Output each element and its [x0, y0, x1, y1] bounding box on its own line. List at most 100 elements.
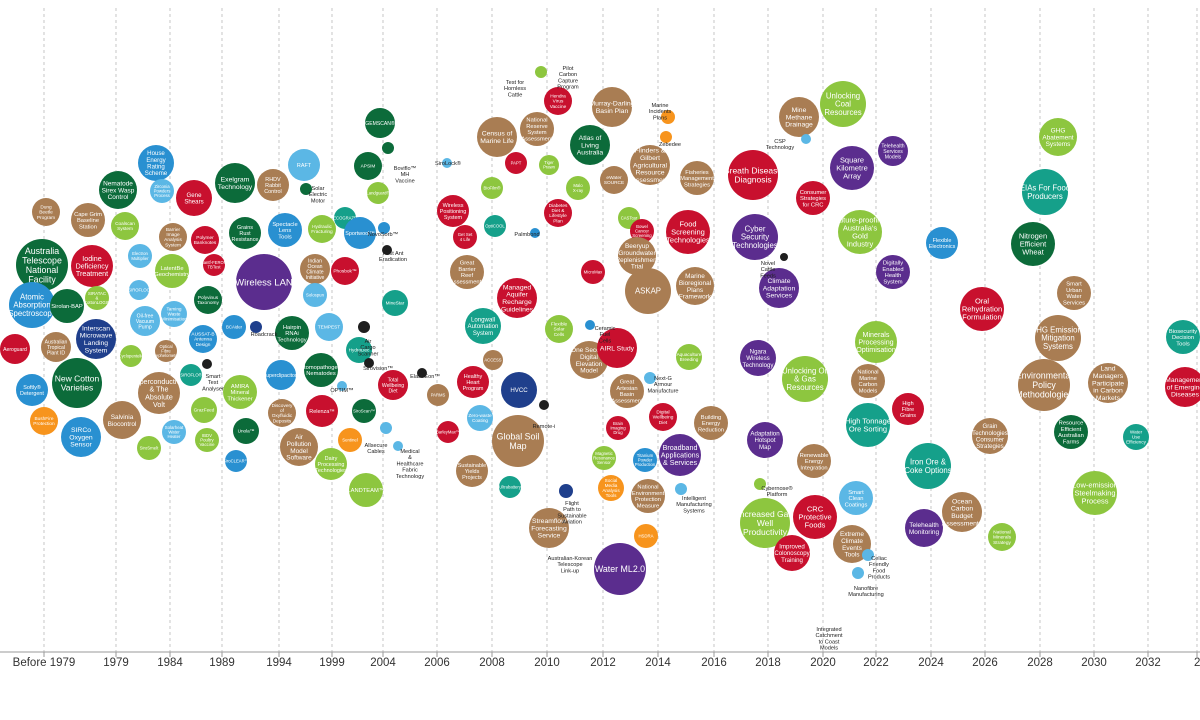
- bubble-label: CASTcar: [621, 215, 638, 220]
- bubble-circle: [851, 364, 885, 398]
- bubble-label: OptiCOOL: [485, 223, 505, 228]
- innovation-bubble: IBDV Poultry Vaccine: [195, 428, 219, 452]
- bubble-circle: [450, 255, 484, 289]
- innovation-bubble: High Fibre Grains: [892, 393, 924, 425]
- callout-item: Australian-Korean Telescope Link-up: [548, 556, 593, 574]
- bubble-label: Healthy Heart Program: [463, 374, 484, 392]
- bubble-label: Flexible Electronics: [929, 238, 956, 250]
- bubble-circle: [288, 149, 320, 181]
- bubble-label: National Reserve System Assessment: [521, 118, 553, 143]
- bubble-circle: [280, 428, 318, 466]
- innovation-bubble: Cyclopentelic: [119, 345, 143, 367]
- callout-label: Novel Cattle Feeds: [760, 261, 776, 279]
- bubble-label: National Minerals Strategy: [993, 530, 1012, 546]
- bubble-circle: [600, 166, 628, 194]
- bubble-label: Beeryup Groundwater Replenishment Trial: [615, 243, 658, 271]
- bubble-label: Superconductivity & The Absolute Volt: [131, 378, 188, 409]
- bubble-label: Longwall Automation System: [468, 317, 499, 337]
- bubble-circle: [782, 356, 828, 402]
- bubble-label: Sirolan-BAP: [51, 304, 83, 310]
- bubble-label: Air Pollution Model Software: [286, 434, 312, 462]
- bubble-circle: [633, 448, 657, 472]
- bubble-circle: [50, 289, 84, 323]
- callout-label: Test for Hornless Cattle: [504, 80, 526, 98]
- bubble-circle: [544, 87, 572, 115]
- innovation-bubble: SiroScan™: [352, 399, 376, 423]
- tick-label: 2006: [424, 657, 450, 669]
- bubble-circle: [85, 286, 109, 310]
- innovation-bubble: Flexible Electronics: [926, 227, 958, 259]
- innovation-bubble: RAFT: [288, 149, 320, 181]
- bubble-label: Polymer Banknotes: [194, 235, 217, 246]
- innovation-bubble: Polymer Banknotes: [191, 226, 219, 254]
- innovation-bubble: Superclipacitors: [263, 360, 300, 390]
- callout-label: Pilot Carbon Capture Program: [557, 66, 579, 91]
- bubble-circle: [846, 403, 890, 447]
- callout-item: CSP Technology: [766, 134, 811, 151]
- bubble-circle: [694, 406, 728, 440]
- callout-item: Flight Path to Sustainable Aviation: [557, 484, 587, 526]
- bubble-label: Digital Wellbeing Diet: [653, 410, 674, 426]
- bubble-circle: [1073, 471, 1117, 515]
- bubble-label: Land Managers Participate in Carbon Markets: [1092, 366, 1124, 402]
- callout-dot: [337, 381, 347, 391]
- bubble-circle: [942, 492, 982, 532]
- callout-dot: [644, 372, 656, 384]
- callout-item: Medical & Healthcare Fabric Technology: [393, 441, 424, 480]
- bubble-label: Biosecurity Decision Tools: [1169, 329, 1197, 347]
- bubble-circle: [30, 407, 58, 435]
- innovation-bubble: Wireless LAN: [235, 254, 293, 310]
- callout-item: Air Cargo Scanner: [358, 321, 379, 357]
- bubble-circle: [598, 475, 624, 501]
- bubble-circle: [159, 223, 187, 251]
- innovation-bubble: Minerals Processing Optimisation: [855, 321, 897, 363]
- bubble-circle: [1011, 222, 1055, 266]
- bubble-circle: [203, 254, 225, 276]
- bubble-circle: [9, 282, 55, 328]
- innovation-bubble: AUSSAT-B Antenna Design: [189, 325, 217, 353]
- tick-label: 1984: [157, 657, 183, 669]
- innovation-bubble: Low-emission Steelmaking Process: [1072, 471, 1118, 515]
- bubble-label: Great Barrier Reef Assessments: [450, 261, 484, 286]
- callout-label: Zebedee: [659, 142, 681, 148]
- tick-label: 2030: [1081, 657, 1107, 669]
- innovation-bubble: Food Screening Technologies: [666, 210, 710, 254]
- innovation-bubble: BioFilm®: [481, 177, 503, 199]
- innovation-bubble: RHDV Rabbit Control: [257, 169, 289, 201]
- bubble-label: ECOGRAZE: [333, 215, 357, 220]
- innovation-bubble: Zero-waste Coating: [467, 405, 493, 431]
- bubble-circle: [876, 255, 910, 289]
- bubble-circle: [367, 182, 389, 204]
- bubble-circle: [797, 444, 831, 478]
- innovation-bubble: Building Energy Reduction: [694, 406, 728, 440]
- bubble-circle: [275, 316, 309, 350]
- callout-label: Intelligent Manufacturing Systems: [676, 496, 711, 514]
- bubble-label: Softly® Detergent: [20, 384, 44, 397]
- innovation-bubble: Healthy Heart Program: [457, 366, 489, 398]
- innovation-bubble: Resource Efficient Australian Farms: [1054, 415, 1088, 449]
- bubble-label: Discovery of Oxyfluidic Deposits: [272, 403, 293, 424]
- bubble-label: Entomopathogenic Nematodes: [297, 365, 345, 377]
- bubble-label: Grains Rust Resistance: [232, 225, 259, 243]
- bubble-circle: [1022, 169, 1068, 215]
- innovation-bubble: Mine Methane Drainage: [779, 97, 819, 137]
- bubble-label: Salvinia Biocontrol: [108, 414, 137, 428]
- bubble-label: Total Wellbeing Diet: [382, 377, 404, 394]
- bubble-circle: [195, 428, 219, 452]
- bubble-circle: [150, 179, 174, 203]
- bubble-label: SiroSmelt: [140, 446, 159, 451]
- bubble-label: Oral Rehydration Formulation: [962, 297, 1002, 322]
- bubble-circle: [988, 523, 1016, 551]
- bubble-label: eWater SOURCE: [604, 175, 624, 186]
- callout-label: Air Cargo Scanner: [358, 339, 379, 357]
- bubble-circle: [155, 254, 189, 288]
- innovation-bubble: Brain Imaging Drug: [606, 416, 630, 440]
- bubble-label: BioFilm®: [483, 185, 501, 190]
- bubble-circle: [649, 403, 677, 431]
- bubble-label: Low-emission Steelmaking Process: [1072, 481, 1118, 506]
- callout-dot: [250, 321, 262, 333]
- bubble-circle: [338, 428, 362, 452]
- bubble-circle: [878, 136, 908, 166]
- innovation-bubble: Murray-Darling Basin Plan: [590, 87, 635, 127]
